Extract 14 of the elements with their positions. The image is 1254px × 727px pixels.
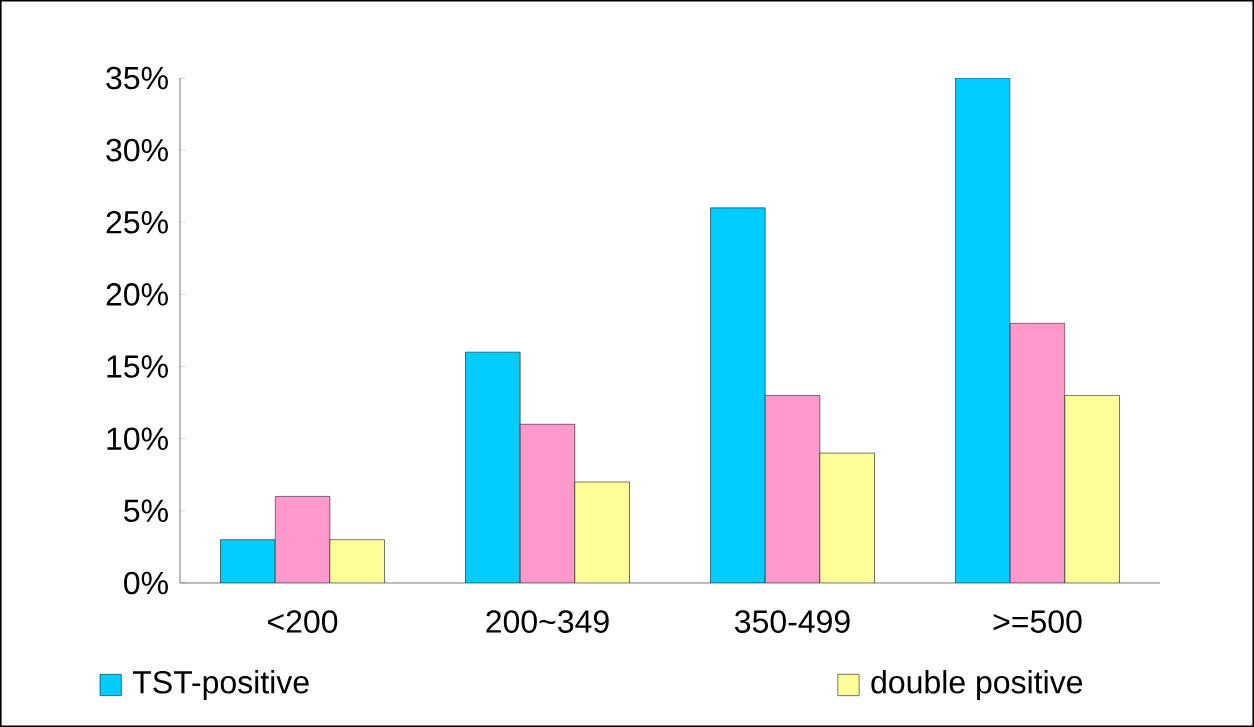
y-tick-label: 15% (107, 355, 168, 378)
x-tick-label: 200~349 (486, 610, 609, 633)
x-tick-label: 350-499 (735, 610, 850, 633)
y-tick-label: 30% (106, 138, 168, 162)
y-tick-label: 10% (107, 427, 168, 451)
y-tick-label: 35% (106, 66, 168, 90)
legend-label: TST-positive (132, 670, 309, 700)
legend-label: double positive (871, 670, 1083, 700)
x-tick-label: >=500 (993, 610, 1082, 633)
y-tick-label: 25% (106, 210, 168, 234)
y-tick-label: 5% (124, 499, 168, 523)
y-tick-label: 20% (106, 283, 168, 306)
y-tick-label: 0% (124, 571, 168, 595)
x-tick-label: <200 (268, 610, 338, 633)
